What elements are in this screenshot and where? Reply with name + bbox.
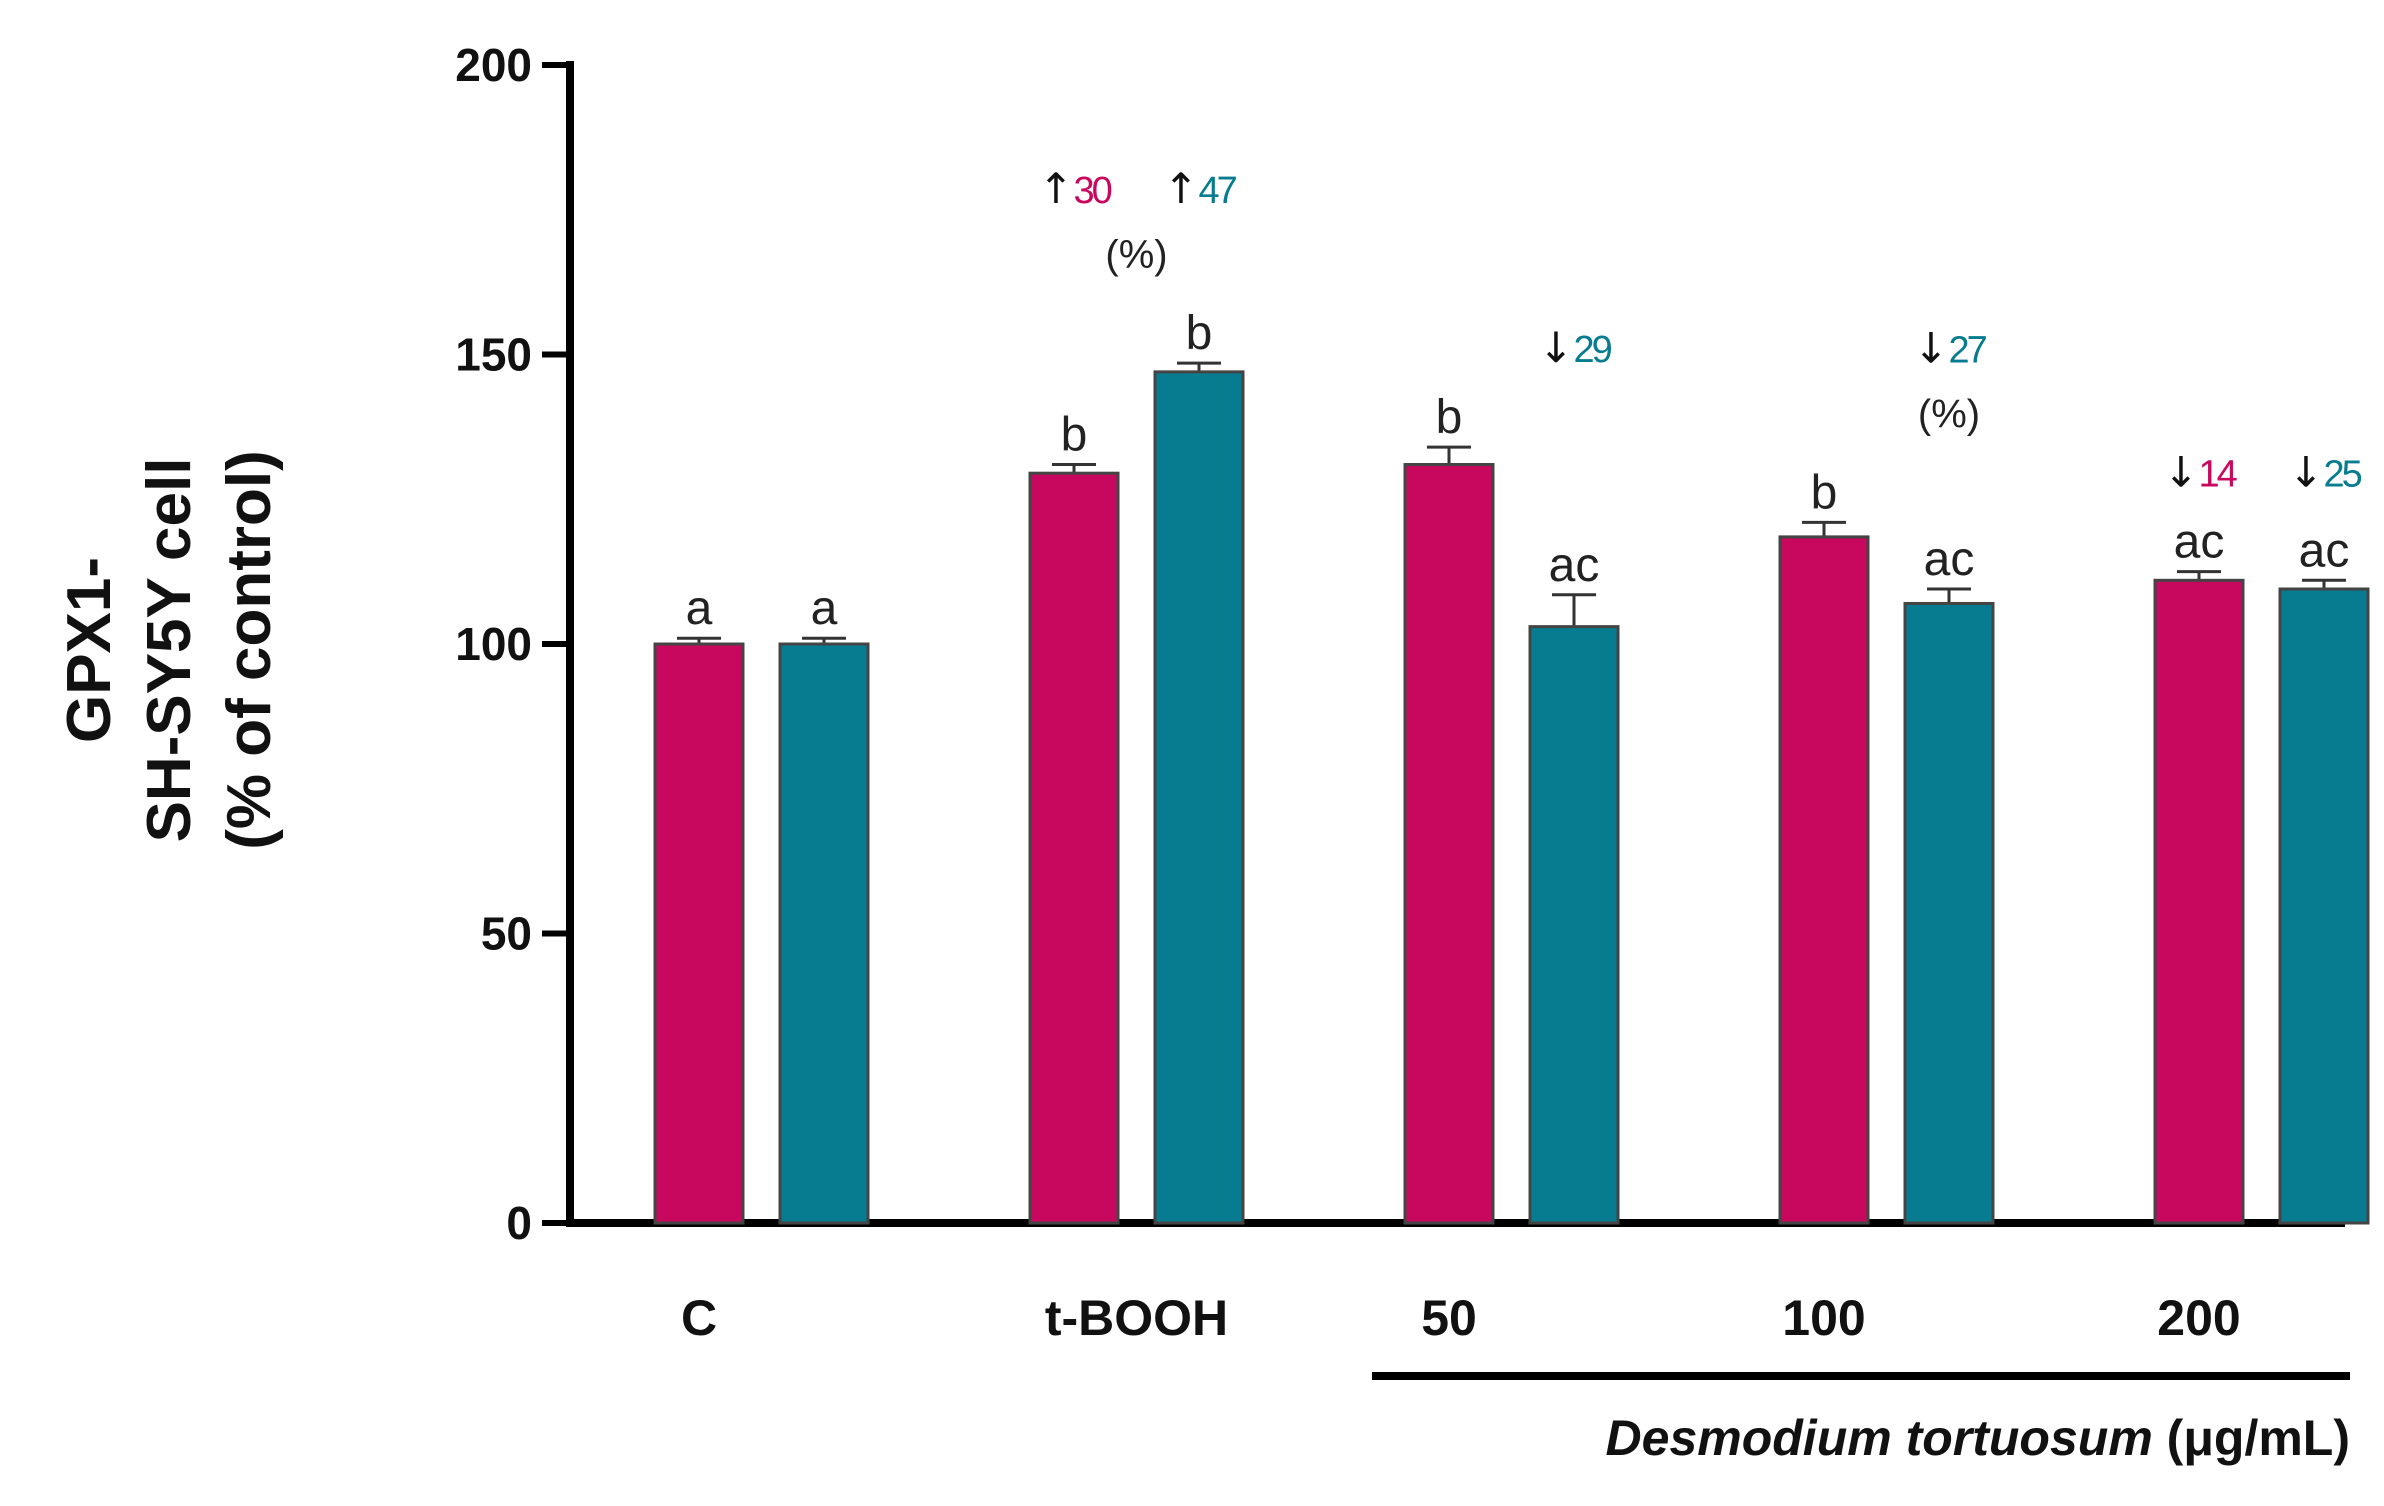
significance-letter: ac — [1924, 533, 1975, 586]
x-axis-label-species: Desmodium tortuosum — [1606, 1410, 2153, 1466]
significance-letter: ac — [1549, 539, 1600, 592]
significance-letter: ac — [2299, 524, 2350, 577]
y-tick-label: 200 — [455, 39, 532, 91]
change-arrow-icon: ↓ — [2163, 448, 2198, 497]
bar — [1778, 535, 1870, 1225]
x-category-label: 50 — [1421, 1290, 1477, 1346]
percent-annotations: ↑30 ↑47↓29 ↓27↓14 ↓25(%)(%) — [1038, 164, 2364, 497]
x-category-label: t-BOOH — [1045, 1290, 1228, 1346]
change-annotation: ↑30 — [1038, 164, 1111, 213]
percent-unit-note: (%) — [1105, 233, 1167, 277]
bar — [2278, 587, 2370, 1225]
bar — [1528, 625, 1620, 1225]
change-arrow-icon: ↑ — [1038, 164, 1073, 213]
change-annotation: ↓29 — [1538, 323, 1611, 372]
significance-letter: b — [1061, 409, 1088, 462]
y-axis-label-line: (% of control) — [215, 450, 284, 850]
y-tick-label: 0 — [506, 1197, 532, 1249]
change-arrow-icon: ↓ — [2288, 448, 2323, 497]
change-value: 47 — [1198, 170, 1236, 212]
change-arrow-icon: ↓ — [1913, 323, 1948, 372]
y-tick-label: 150 — [455, 329, 532, 381]
y-axis-label: GPX1- SH-SY5Y cell (% of control) — [55, 450, 284, 850]
change-annotation: ↓27 — [1913, 323, 1986, 372]
change-value: 30 — [1073, 170, 1111, 212]
x-axis-label: Desmodium tortuosum (μg/mL) — [1606, 1410, 2350, 1466]
x-axis-sublabel: Desmodium tortuosum (μg/mL) — [1372, 1372, 2350, 1466]
x-category-label: C — [681, 1290, 717, 1346]
significance-letter: b — [1186, 307, 1213, 360]
bar — [1403, 463, 1495, 1225]
y-axis-label-line: SH-SY5Y cell — [135, 458, 204, 843]
x-axis-label-unit: (μg/mL) — [2153, 1410, 2350, 1466]
bar — [653, 642, 745, 1225]
bars — [653, 361, 2370, 1225]
x-category-label: 100 — [1782, 1290, 1865, 1346]
significance-letter: a — [811, 582, 838, 635]
change-annotation: ↑47 — [1163, 164, 1236, 213]
bar — [1153, 370, 1245, 1225]
change-arrow-icon: ↓ — [1538, 323, 1573, 372]
x-category-label: 200 — [2157, 1290, 2240, 1346]
bar — [778, 642, 870, 1225]
change-value: 29 — [1573, 329, 1611, 371]
significance-letter: b — [1811, 466, 1838, 519]
percent-unit-note: (%) — [1918, 392, 1980, 436]
significance-letter: ac — [2174, 516, 2225, 569]
change-annotation: ↓14 — [2163, 448, 2237, 497]
significance-letters: a b b b ac a b ac ac ac — [686, 307, 2350, 635]
bar — [1028, 471, 1120, 1225]
y-axis-label-line: GPX1- — [55, 557, 124, 743]
change-value: 25 — [2323, 454, 2361, 496]
y-tick-label: 100 — [455, 618, 532, 670]
change-value: 27 — [1948, 329, 1986, 371]
y-tick-label: 50 — [481, 908, 532, 960]
significance-letter: a — [686, 582, 713, 635]
change-value: 14 — [2198, 454, 2237, 496]
significance-letter: b — [1436, 391, 1463, 444]
bar — [2153, 578, 2245, 1225]
change-arrow-icon: ↑ — [1163, 164, 1198, 213]
change-annotation: ↓25 — [2288, 448, 2361, 497]
bar — [1903, 601, 1995, 1225]
